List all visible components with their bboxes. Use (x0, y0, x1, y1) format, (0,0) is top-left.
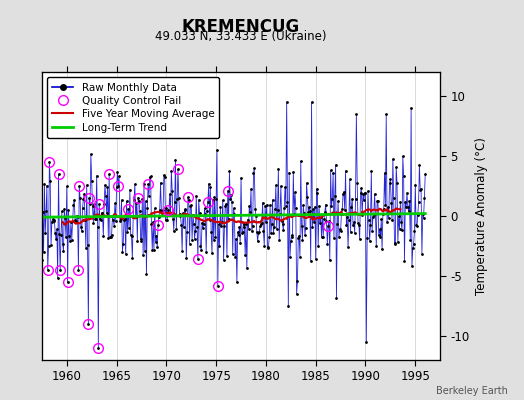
Text: KREMENCUG: KREMENCUG (182, 18, 300, 36)
Text: Berkeley Earth: Berkeley Earth (436, 386, 508, 396)
Y-axis label: Temperature Anomaly (°C): Temperature Anomaly (°C) (475, 137, 488, 295)
Legend: Raw Monthly Data, Quality Control Fail, Five Year Moving Average, Long-Term Tren: Raw Monthly Data, Quality Control Fail, … (47, 77, 220, 138)
Text: 49.033 N, 33.433 E (Ukraine): 49.033 N, 33.433 E (Ukraine) (155, 30, 327, 43)
